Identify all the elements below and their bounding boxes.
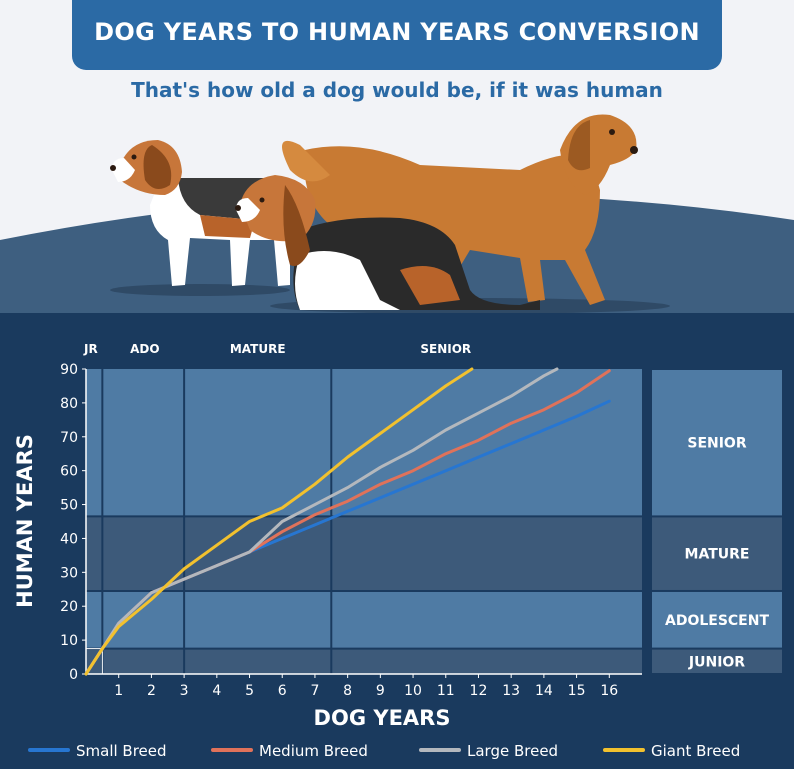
- y-tick-label: 40: [60, 531, 78, 547]
- y-tick-label: 90: [60, 362, 78, 378]
- stage-label-mature: MATURE: [230, 342, 286, 356]
- chart-subtitle: That's how old a dog would be, if it was…: [131, 78, 663, 102]
- dog-illustration-scene: [0, 114, 794, 320]
- x-tick-label: 9: [376, 683, 385, 699]
- ground-shadow: [110, 284, 290, 296]
- legend-label-small-breed: Small Breed: [76, 742, 167, 760]
- x-tick-label: 4: [212, 683, 221, 699]
- x-tick-label: 11: [437, 683, 455, 699]
- stage-label-jr: JR: [83, 342, 98, 356]
- legend-label-giant-breed: Giant Breed: [651, 742, 740, 760]
- band-panel-adolescent: [652, 591, 782, 648]
- band-panel-senior: [652, 370, 782, 516]
- series-line-large-breed: [84, 367, 559, 676]
- x-tick-label: 7: [310, 683, 319, 699]
- y-tick-label: 20: [60, 599, 78, 615]
- x-tick-label: 10: [404, 683, 422, 699]
- band-mature: [86, 516, 642, 591]
- y-tick-label: 80: [60, 396, 78, 412]
- x-tick-label: 2: [147, 683, 156, 699]
- band-panel-junior: [652, 649, 782, 673]
- x-tick-label: 16: [600, 683, 618, 699]
- band-label-mature: MATURE: [685, 547, 750, 563]
- y-tick-label: 30: [60, 565, 78, 581]
- y-tick-label: 60: [60, 464, 78, 480]
- golden-retriever-illustration: [282, 114, 638, 305]
- title-banner: DOG YEARS TO HUMAN YEARS CONVERSION: [72, 0, 722, 70]
- x-tick-label: 6: [278, 683, 287, 699]
- band-adolescent: [86, 590, 642, 649]
- series-line-giant-breed: [84, 367, 474, 676]
- band-label-senior: SENIOR: [687, 436, 746, 452]
- y-tick-label: 70: [60, 430, 78, 446]
- legend-label-large-breed: Large Breed: [467, 742, 558, 760]
- x-tick-label: 15: [568, 683, 586, 699]
- band-label-junior: JUNIOR: [688, 654, 745, 670]
- y-tick-label: 50: [60, 498, 78, 514]
- x-tick-label: 1: [114, 683, 123, 699]
- stage-label-senior: SENIOR: [420, 342, 471, 356]
- band-junior: [86, 648, 642, 674]
- chart-title: DOG YEARS TO HUMAN YEARS CONVERSION: [94, 18, 700, 46]
- x-tick-label: 8: [343, 683, 352, 699]
- band-panel-mature: [652, 517, 782, 590]
- stage-label-ado: ADO: [130, 342, 159, 356]
- y-axis-title: HUMAN YEARS: [13, 434, 37, 608]
- x-tick-label: 5: [245, 683, 254, 699]
- y-tick-label: 0: [69, 667, 78, 683]
- legend-label-medium-breed: Medium Breed: [259, 742, 368, 760]
- x-tick-label: 13: [502, 683, 520, 699]
- x-tick-label: 12: [470, 683, 488, 699]
- x-tick-label: 3: [180, 683, 189, 699]
- x-tick-label: 14: [535, 683, 553, 699]
- band-label-adolescent: ADOLESCENT: [665, 613, 769, 629]
- y-tick-label: 10: [60, 633, 78, 649]
- x-axis-title: DOG YEARS: [314, 706, 451, 730]
- basset-hound-illustration: [235, 175, 540, 310]
